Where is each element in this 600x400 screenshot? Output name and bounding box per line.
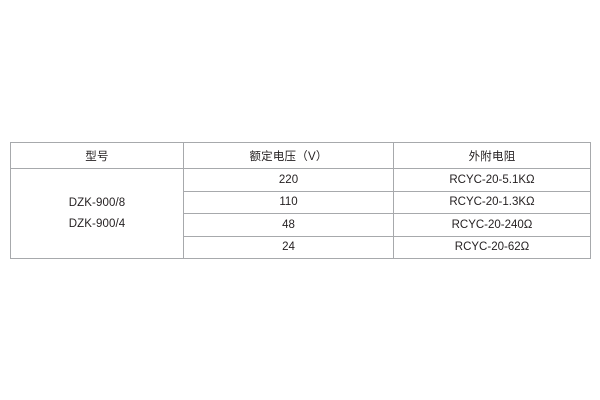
model-cell: DZK-900/8 DZK-900/4 xyxy=(10,168,184,259)
table-header-row: 型号 额定电压（V） 外附电阻 xyxy=(10,142,591,169)
resistor-cell: RCYC-20-1.3KΩ xyxy=(393,190,591,214)
voltage-cell: 48 xyxy=(183,213,394,237)
table-row: 110 RCYC-20-1.3KΩ xyxy=(11,190,591,214)
table-body: DZK-900/8 DZK-900/4 220 RCYC-20-5.1KΩ 11… xyxy=(10,168,591,259)
table-row: 48 RCYC-20-240Ω xyxy=(11,213,591,237)
model-line-2: DZK-900/4 xyxy=(68,217,126,230)
model-line-1: DZK-900/8 xyxy=(68,196,126,209)
voltage-cell: 110 xyxy=(183,190,394,214)
resistor-cell: RCYC-20-240Ω xyxy=(393,213,591,237)
column-header-model: 型号 xyxy=(10,142,184,169)
voltage-cell: 24 xyxy=(183,235,394,259)
column-header-external-resistor: 外附电阻 xyxy=(393,142,591,169)
resistor-cell: RCYC-20-62Ω xyxy=(393,235,591,259)
resistor-cell: RCYC-20-5.1KΩ xyxy=(393,168,591,192)
specification-table: 型号 额定电压（V） 外附电阻 DZK-900/8 DZK-900/4 220 … xyxy=(10,142,591,259)
table-header: 型号 额定电压（V） 外附电阻 xyxy=(10,142,591,169)
table-row: DZK-900/8 DZK-900/4 220 RCYC-20-5.1KΩ xyxy=(10,168,591,259)
spec-table-container: 型号 额定电压（V） 外附电阻 DZK-900/8 DZK-900/4 220 … xyxy=(10,142,591,259)
column-header-rated-voltage: 额定电压（V） xyxy=(183,142,394,169)
table-row: 24 RCYC-20-62Ω xyxy=(11,235,591,259)
voltage-cell: 220 xyxy=(183,168,394,192)
